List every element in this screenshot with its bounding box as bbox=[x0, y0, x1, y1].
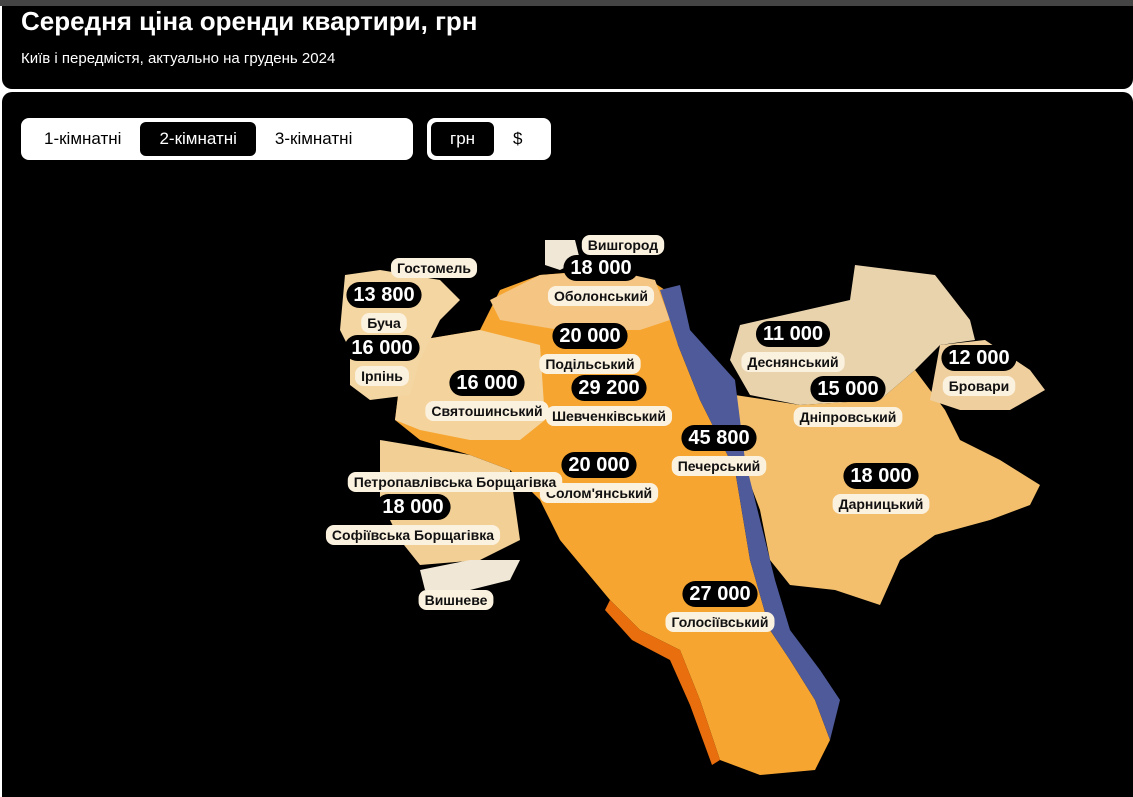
name-pill bbox=[539, 483, 659, 503]
price-label: 18 000 bbox=[382, 496, 443, 518]
region-name: Софіївська Борщагівка bbox=[332, 527, 494, 543]
price-pill bbox=[682, 581, 758, 607]
river bbox=[660, 285, 840, 740]
room-tab-active[interactable]: 2-кімнатні bbox=[140, 122, 256, 156]
name-pill bbox=[355, 366, 409, 386]
price-label: 29 200 bbox=[578, 377, 639, 399]
subtitle: Київ і передмістя, актуально на грудень … bbox=[21, 50, 336, 67]
price-label: 20 000 bbox=[568, 454, 629, 476]
title: Середня ціна оренди квартири, грн bbox=[21, 6, 478, 36]
currency-tab-active[interactable]: грн bbox=[431, 122, 495, 156]
price-pill bbox=[755, 321, 831, 347]
name-pill bbox=[390, 258, 478, 278]
name-pill bbox=[942, 376, 1016, 396]
region-name: Деснянський bbox=[747, 354, 838, 370]
region-name: Солом'янський bbox=[546, 485, 652, 501]
price-pill bbox=[344, 335, 420, 361]
price-label: 45 800 bbox=[688, 427, 749, 449]
region-name: Святошинський bbox=[431, 403, 542, 419]
price-label: 15 000 bbox=[817, 378, 878, 400]
price-label: 16 000 bbox=[456, 372, 517, 394]
price-label: 18 000 bbox=[570, 257, 631, 279]
price-label: 11 000 bbox=[763, 323, 823, 345]
price-pill bbox=[843, 463, 919, 489]
price-pill bbox=[449, 370, 525, 396]
region-name: Вишгород bbox=[588, 237, 659, 253]
price-pill bbox=[681, 425, 757, 451]
price-pill bbox=[571, 375, 647, 401]
map-panel: 1-кімнатні 2-кімнатні 3-кімнатні грн $ bbox=[2, 92, 1133, 797]
region-name: Буча bbox=[367, 315, 401, 331]
name-pill bbox=[545, 406, 673, 426]
region-name: Шевченківський bbox=[552, 408, 666, 424]
name-pill bbox=[325, 525, 501, 545]
currency-tab[interactable]: $ bbox=[513, 129, 523, 148]
name-pill bbox=[741, 352, 845, 372]
region-name: Голосіївський bbox=[671, 614, 768, 630]
room-tab[interactable]: 3-кімнатні bbox=[274, 129, 353, 148]
header: Середня ціна оренди квартири, грн Київ і… bbox=[2, 6, 1133, 89]
price-pill bbox=[552, 323, 628, 349]
region-name: Петропавлівська Борщагівка bbox=[354, 474, 557, 490]
region-shape bbox=[605, 600, 720, 765]
region-name: Дніпровський bbox=[800, 409, 897, 425]
region-name: Подільський bbox=[545, 356, 634, 372]
region-name: Дарницький bbox=[839, 496, 924, 512]
name-pill bbox=[425, 401, 549, 421]
name-pill bbox=[671, 456, 767, 476]
price-pill bbox=[810, 376, 886, 402]
region-name: Печерський bbox=[678, 458, 761, 474]
name-pill bbox=[793, 407, 903, 427]
region-shape bbox=[420, 560, 520, 590]
name-pill bbox=[539, 354, 641, 374]
price-label: 27 000 bbox=[689, 583, 750, 605]
price-label: 20 000 bbox=[559, 325, 620, 347]
region-name: Ірпінь bbox=[361, 368, 403, 384]
name-pill bbox=[347, 472, 563, 492]
currency-tabs: грн $ bbox=[427, 118, 551, 160]
price-label: 13 800 bbox=[353, 284, 414, 306]
name-pill bbox=[361, 313, 407, 333]
price-pill bbox=[941, 345, 1017, 371]
name-pill bbox=[665, 612, 775, 632]
name-pill bbox=[832, 494, 930, 514]
price-label: 16 000 bbox=[351, 337, 412, 359]
price-pill bbox=[375, 494, 451, 520]
price-label: 18 000 bbox=[850, 465, 911, 487]
region-name: Вишневе bbox=[425, 592, 488, 608]
region-name: Бровари bbox=[949, 378, 1010, 394]
map-labels: Вишгород 18 000 Оболонський Гостомель 13 800… bbox=[325, 235, 1017, 632]
region-name: Гостомель bbox=[397, 260, 471, 276]
room-tab[interactable]: 1-кімнатні bbox=[44, 129, 122, 148]
name-pill bbox=[547, 286, 655, 306]
price-pill bbox=[563, 255, 639, 281]
region-name: Оболонський bbox=[554, 288, 648, 304]
top-bar bbox=[0, 0, 1133, 6]
price-pill bbox=[561, 452, 637, 478]
room-tabs: 1-кімнатні 2-кімнатні 3-кімнатні bbox=[21, 118, 413, 160]
price-label: 12 000 bbox=[948, 347, 1009, 369]
name-pill bbox=[581, 235, 665, 255]
name-pill bbox=[418, 590, 494, 610]
price-pill bbox=[346, 282, 422, 308]
